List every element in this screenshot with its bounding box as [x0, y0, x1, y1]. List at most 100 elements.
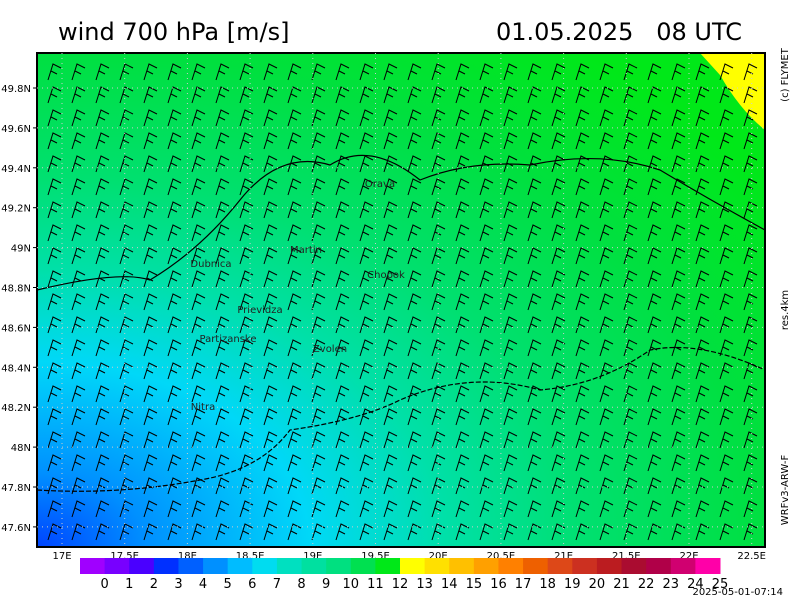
colorbar-label: 13 [416, 577, 433, 592]
lat-tick-label: 49.6N [1, 124, 31, 135]
barb [695, 454, 710, 472]
barb [695, 431, 710, 449]
barb [119, 316, 134, 334]
barb [503, 109, 518, 127]
barb [383, 224, 398, 242]
barb [551, 454, 566, 472]
barb [119, 201, 134, 219]
barb [647, 523, 662, 541]
barb [623, 178, 638, 196]
barb [143, 155, 158, 173]
barb [719, 132, 734, 150]
barb [599, 132, 614, 150]
barb [335, 523, 350, 541]
barb [335, 293, 350, 311]
barb [743, 385, 758, 403]
colorbar-label: 24 [687, 577, 704, 592]
barb [527, 132, 542, 150]
barb [623, 523, 638, 541]
barb [167, 477, 182, 495]
colorbar-swatch [252, 558, 278, 574]
barb [71, 431, 86, 449]
barb [167, 454, 182, 472]
colorbar-swatch [301, 558, 327, 574]
barb [287, 431, 302, 449]
barb [503, 201, 518, 219]
colorbar-label: 10 [342, 577, 359, 592]
barb [335, 178, 350, 196]
barb [407, 109, 422, 127]
barb [47, 293, 62, 311]
barb [191, 385, 206, 403]
lat-tick-label: 49.2N [1, 204, 31, 215]
barb [671, 86, 686, 104]
barb [575, 270, 590, 288]
wind-barbs [47, 63, 758, 547]
barb [527, 201, 542, 219]
barb [551, 293, 566, 311]
barb [383, 408, 398, 426]
barb [455, 431, 470, 449]
barb [263, 293, 278, 311]
barb [47, 201, 62, 219]
barb [215, 247, 230, 265]
lon-tick-label: 22.5E [737, 551, 766, 562]
barb [191, 362, 206, 380]
barb [167, 523, 182, 541]
barb [479, 431, 494, 449]
barb [167, 201, 182, 219]
barb [479, 316, 494, 334]
barb [143, 224, 158, 242]
colorbar-swatch [621, 558, 647, 574]
barb [527, 86, 542, 104]
barb [239, 109, 254, 127]
barb [695, 270, 710, 288]
colorbar-swatch [424, 558, 450, 574]
barb [263, 385, 278, 403]
colorbar-swatch [153, 558, 179, 574]
barb [599, 201, 614, 219]
barb [47, 454, 62, 472]
barb [95, 523, 110, 541]
barb [599, 431, 614, 449]
barb [215, 109, 230, 127]
barb [167, 270, 182, 288]
barb [167, 224, 182, 242]
barb [719, 500, 734, 518]
barb [407, 270, 422, 288]
barb [239, 201, 254, 219]
barb [527, 385, 542, 403]
barb [479, 224, 494, 242]
barb [479, 109, 494, 127]
barb [455, 109, 470, 127]
barb [575, 178, 590, 196]
barb [119, 454, 134, 472]
barb [647, 362, 662, 380]
barb [95, 385, 110, 403]
barb [719, 178, 734, 196]
barb [671, 132, 686, 150]
barb [575, 293, 590, 311]
barb [724, 546, 727, 547]
barb [455, 155, 470, 173]
barb [215, 431, 230, 449]
barb [119, 86, 134, 104]
barb [215, 155, 230, 173]
barb [527, 362, 542, 380]
barb [407, 86, 422, 104]
barb [95, 224, 110, 242]
barb [719, 201, 734, 219]
barb [479, 362, 494, 380]
barb [359, 63, 374, 81]
barb [527, 408, 542, 426]
barb [287, 293, 302, 311]
barb [647, 477, 662, 495]
barb [431, 270, 446, 288]
barb [599, 270, 614, 288]
cities: Orava Martin Dubnica Chopok Prievidza Partiza… [190, 179, 405, 413]
barb [623, 201, 638, 219]
barb [575, 63, 590, 81]
barb [359, 385, 374, 403]
barb [599, 454, 614, 472]
barb [455, 293, 470, 311]
